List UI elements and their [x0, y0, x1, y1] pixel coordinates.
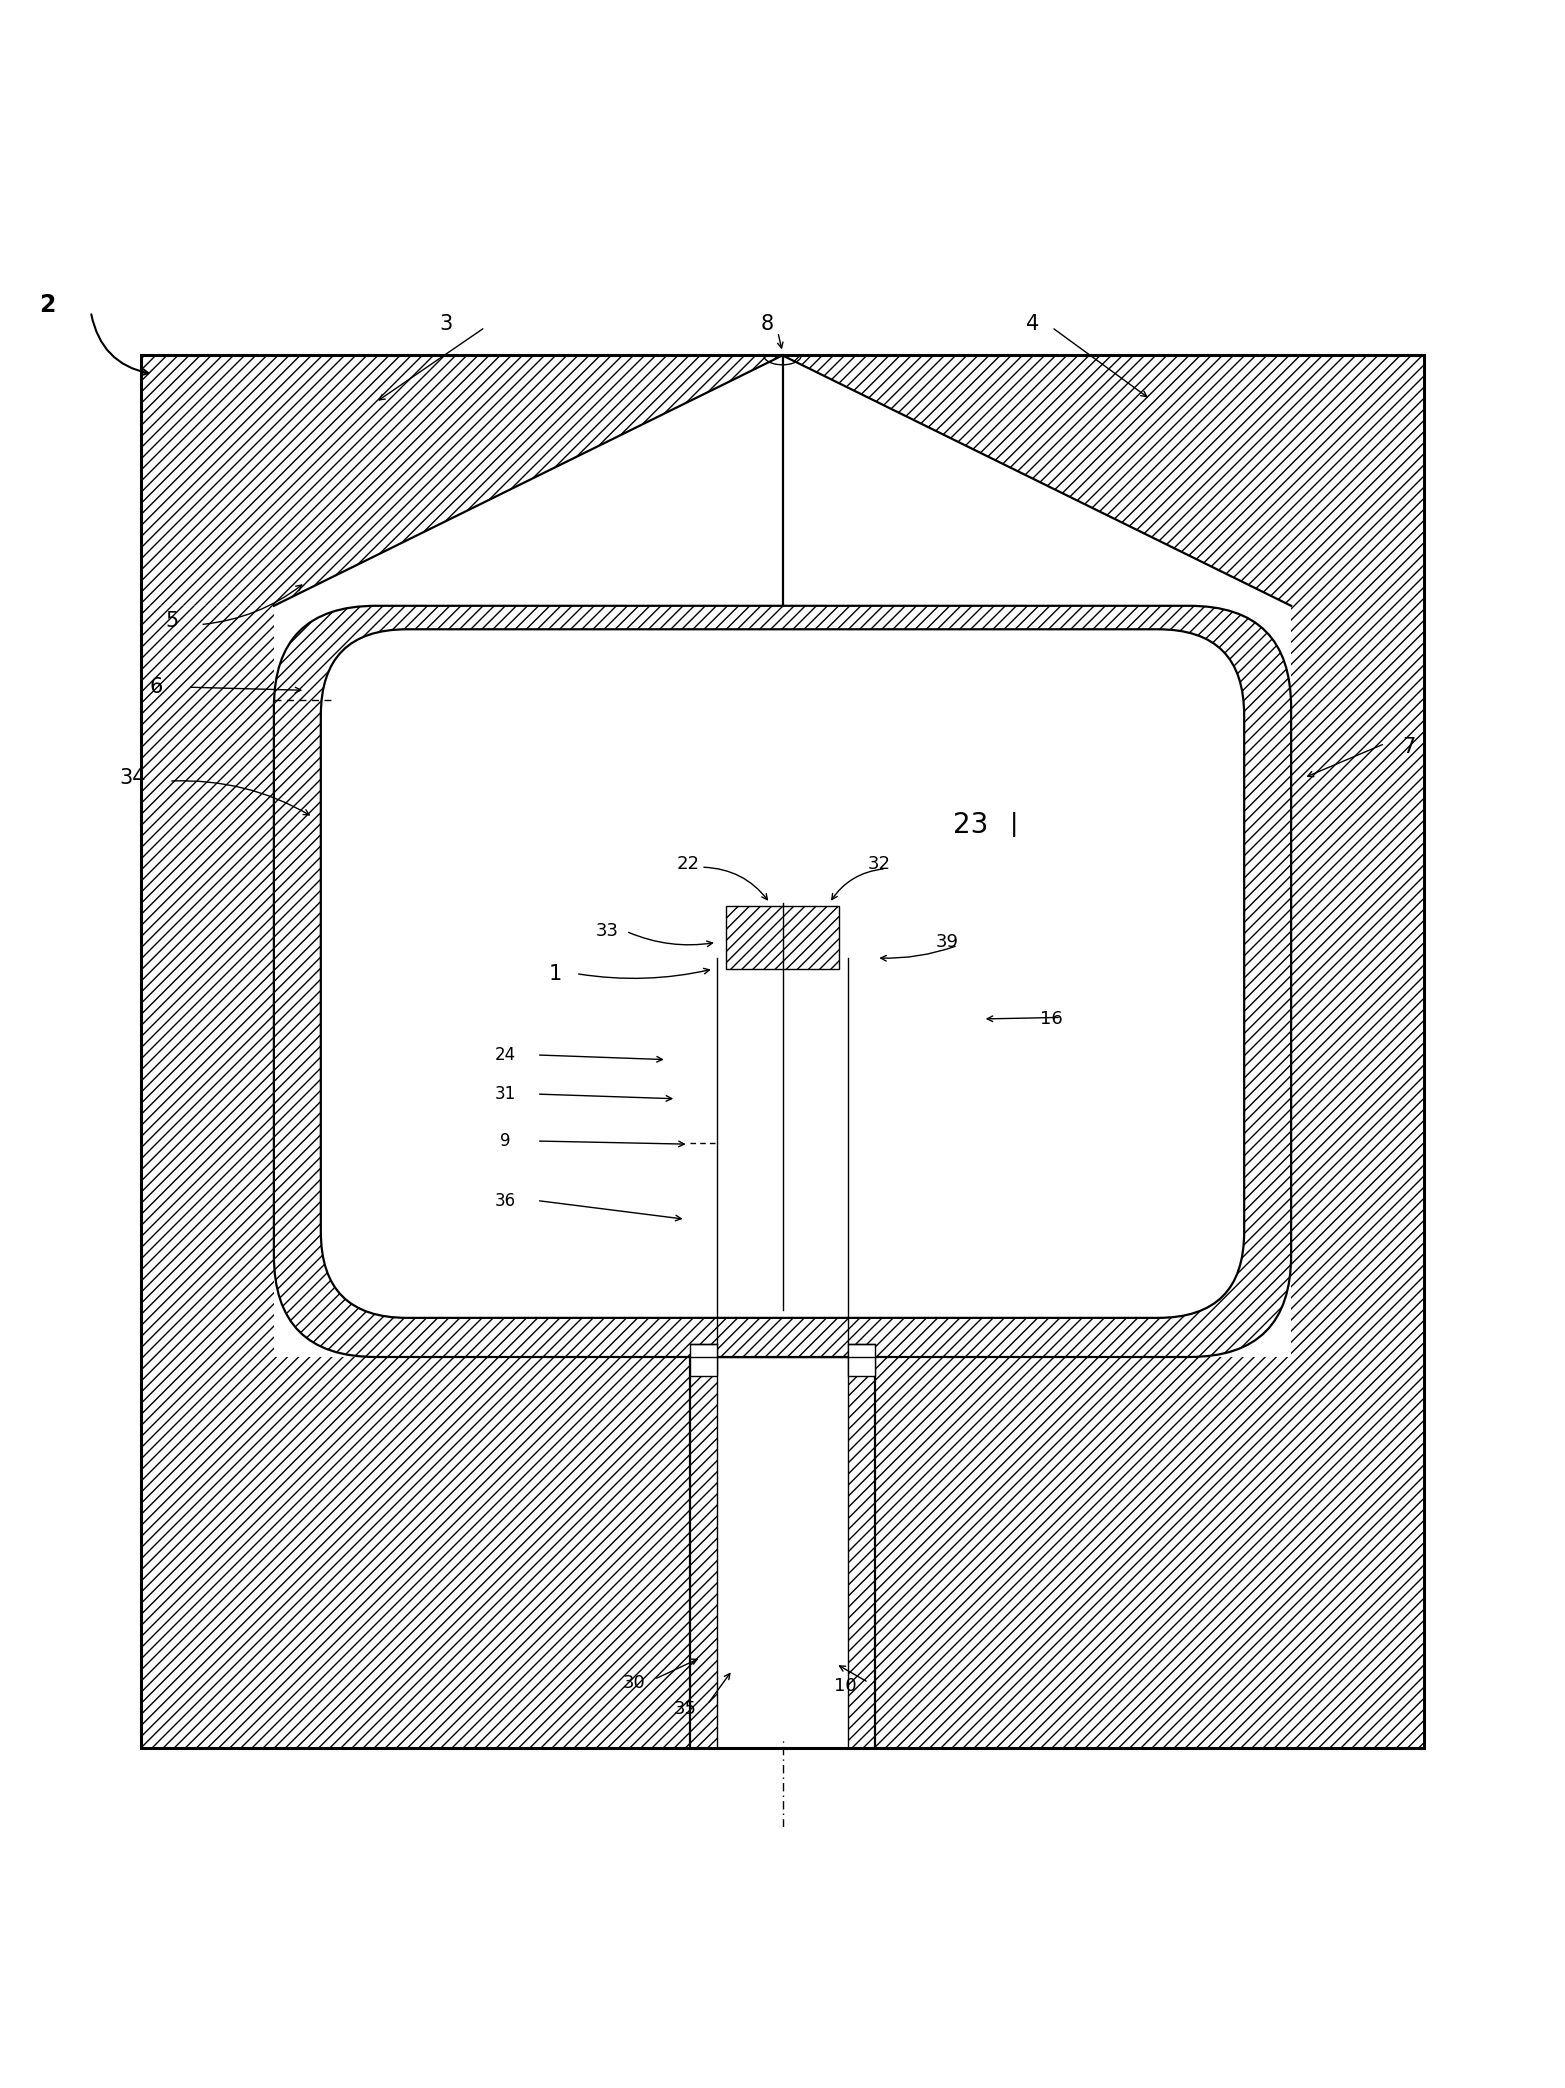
Text: 22: 22 — [678, 854, 700, 873]
Bar — [690, 1345, 717, 1376]
Text: 39: 39 — [936, 933, 958, 952]
Text: 2: 2 — [39, 292, 55, 317]
Bar — [726, 906, 839, 969]
Text: 24: 24 — [495, 1046, 516, 1065]
Text: 7: 7 — [1402, 737, 1415, 756]
Text: 8: 8 — [761, 313, 773, 334]
Text: 36: 36 — [495, 1192, 516, 1209]
Text: 35: 35 — [675, 1700, 696, 1718]
Text: 3: 3 — [440, 313, 452, 334]
Bar — [141, 606, 274, 1357]
Text: 23: 23 — [953, 810, 988, 839]
FancyBboxPatch shape — [321, 628, 1244, 1318]
Text: 1: 1 — [549, 963, 562, 983]
Bar — [141, 355, 1424, 1748]
Text: 34: 34 — [121, 768, 146, 787]
Polygon shape — [141, 355, 783, 606]
Text: 10: 10 — [834, 1677, 856, 1695]
Text: 9: 9 — [501, 1132, 510, 1150]
Text: 30: 30 — [623, 1672, 645, 1691]
Bar — [848, 1345, 875, 1376]
Bar — [690, 958, 717, 1748]
Bar — [848, 958, 875, 1748]
Text: 16: 16 — [1041, 1011, 1063, 1027]
Text: 5: 5 — [166, 612, 178, 631]
Text: 6: 6 — [150, 677, 163, 697]
Bar — [717, 958, 848, 1748]
Text: 4: 4 — [1027, 313, 1039, 334]
Bar — [141, 355, 1424, 1748]
Polygon shape — [782, 355, 1424, 606]
Bar — [1291, 606, 1424, 1357]
Bar — [875, 1357, 1424, 1748]
Text: 33: 33 — [596, 923, 618, 940]
Text: |: | — [1009, 812, 1019, 837]
FancyBboxPatch shape — [274, 606, 1291, 1357]
Bar — [141, 1357, 690, 1748]
Text: 32: 32 — [869, 854, 890, 873]
Text: 31: 31 — [495, 1086, 516, 1102]
